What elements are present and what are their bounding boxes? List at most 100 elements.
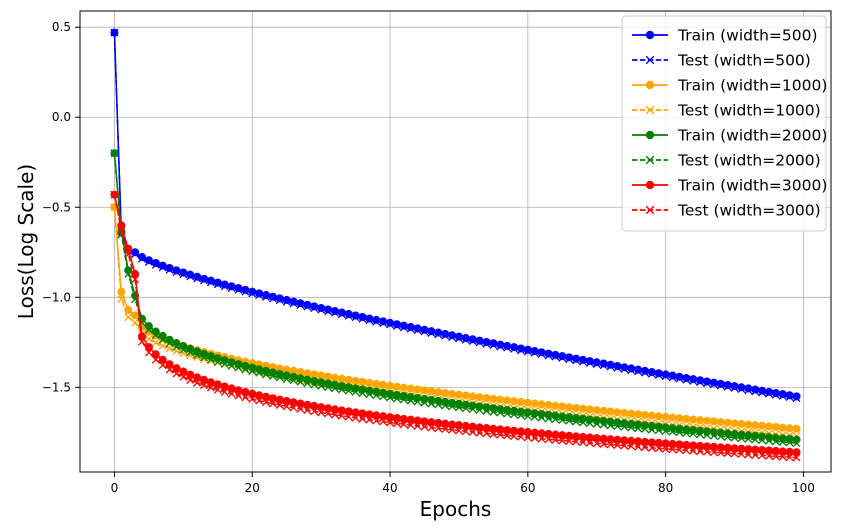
data-point — [365, 390, 374, 399]
data-point — [703, 447, 711, 456]
data-point — [434, 418, 443, 427]
legend-label: Train (width=2000) — [677, 127, 827, 145]
data-point — [289, 299, 298, 308]
data-point — [620, 422, 629, 431]
data-point — [310, 380, 319, 389]
data-point — [599, 361, 608, 370]
data-point — [723, 449, 732, 458]
data-point — [330, 373, 339, 382]
data-point — [124, 313, 133, 322]
data-point — [454, 390, 463, 399]
data-point — [434, 424, 443, 433]
data-point — [709, 431, 718, 440]
data-point — [716, 418, 725, 427]
legend-item: Train (width=3000) — [632, 177, 827, 195]
data-point — [496, 342, 505, 351]
data-point — [441, 329, 450, 338]
data-point — [682, 414, 691, 423]
x-tick-label: 0 — [111, 481, 119, 495]
data-point — [537, 434, 546, 443]
data-point — [172, 342, 181, 351]
data-point — [737, 444, 746, 453]
data-point — [510, 345, 519, 353]
data-point — [475, 393, 484, 402]
data-point — [696, 430, 705, 439]
data-point — [351, 408, 360, 417]
data-point — [496, 425, 505, 434]
data-point — [585, 358, 594, 367]
data-point — [565, 431, 574, 440]
x-tick-label: 60 — [520, 481, 535, 495]
data-point — [765, 389, 773, 398]
data-point — [330, 405, 339, 414]
data-point — [365, 415, 374, 424]
data-point — [379, 319, 388, 328]
data-point — [255, 368, 264, 377]
data-point — [420, 422, 429, 431]
data-point — [523, 398, 532, 407]
data-point — [620, 441, 629, 450]
data-point — [530, 399, 539, 408]
data-point — [599, 406, 608, 415]
data-point — [372, 391, 381, 400]
data-point — [585, 419, 594, 428]
data-point — [599, 434, 608, 443]
data-point — [158, 341, 167, 350]
series-layer — [110, 28, 801, 462]
data-point — [386, 413, 395, 422]
data-point — [682, 375, 691, 384]
data-point — [441, 419, 450, 428]
data-point — [778, 438, 787, 446]
data-point — [675, 445, 684, 454]
data-point — [537, 400, 546, 409]
legend-marker — [645, 80, 655, 90]
data-point — [730, 449, 739, 458]
data-point — [386, 320, 395, 329]
data-point — [454, 403, 463, 412]
data-point — [744, 384, 753, 393]
data-point — [716, 448, 725, 457]
data-point — [592, 360, 601, 369]
data-point — [144, 325, 153, 334]
legend-item: Train (width=2000) — [632, 127, 827, 145]
data-point — [771, 446, 780, 455]
data-point — [661, 427, 670, 435]
data-point — [172, 268, 181, 277]
data-point — [448, 425, 457, 434]
data-point — [751, 387, 760, 396]
data-point — [544, 401, 553, 410]
data-point — [709, 442, 718, 451]
data-point — [461, 421, 470, 430]
data-point — [262, 398, 270, 407]
data-point — [200, 353, 208, 362]
legend-label: Test (width=2000) — [677, 152, 821, 170]
data-point — [337, 374, 346, 383]
data-point — [220, 387, 229, 396]
data-point — [503, 343, 512, 352]
data-point — [785, 447, 794, 456]
data-point — [716, 443, 725, 452]
data-point — [579, 438, 587, 447]
data-point — [427, 387, 436, 396]
data-point — [641, 424, 649, 433]
data-point — [640, 437, 649, 446]
data-point — [413, 385, 422, 394]
data-point — [303, 302, 312, 311]
data-point — [427, 329, 436, 337]
data-point — [344, 412, 353, 421]
data-point — [468, 405, 477, 414]
data-point — [241, 285, 250, 294]
data-point — [758, 388, 767, 397]
data-point — [448, 402, 457, 411]
data-point — [606, 435, 615, 444]
data-point — [702, 442, 711, 451]
data-point — [220, 282, 229, 291]
data-point — [165, 360, 174, 369]
data-point — [399, 383, 408, 392]
data-point — [268, 294, 277, 303]
data-point — [537, 429, 546, 438]
data-point — [131, 311, 140, 320]
data-point — [792, 448, 801, 457]
data-point — [702, 416, 711, 425]
data-point — [661, 412, 670, 421]
